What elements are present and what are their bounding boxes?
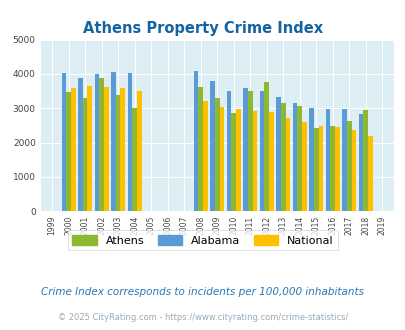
Bar [128, 73, 132, 211]
Bar [235, 109, 240, 211]
Bar [71, 88, 75, 211]
Bar [358, 115, 362, 211]
Bar [62, 73, 66, 211]
Legend: Athens, Alabama, National: Athens, Alabama, National [68, 230, 337, 250]
Bar [87, 86, 92, 211]
Bar [202, 101, 207, 211]
Text: Crime Index corresponds to incidents per 100,000 inhabitants: Crime Index corresponds to incidents per… [41, 287, 364, 297]
Bar [66, 92, 71, 211]
Bar [210, 82, 214, 211]
Bar [83, 98, 87, 211]
Bar [78, 78, 83, 211]
Bar [94, 74, 99, 211]
Bar [264, 82, 269, 211]
Bar [132, 108, 136, 211]
Bar [99, 78, 104, 211]
Bar [346, 120, 351, 211]
Bar [367, 136, 372, 211]
Bar [351, 130, 355, 211]
Bar [104, 86, 108, 211]
Bar [136, 91, 141, 211]
Bar [285, 118, 290, 211]
Bar [259, 91, 264, 211]
Bar [313, 128, 318, 211]
Bar [276, 97, 280, 211]
Bar [292, 103, 297, 211]
Bar [325, 109, 330, 211]
Bar [318, 126, 322, 211]
Bar [193, 71, 198, 211]
Text: Athens Property Crime Index: Athens Property Crime Index [83, 21, 322, 36]
Bar [111, 72, 115, 211]
Bar [330, 126, 334, 211]
Bar [269, 112, 273, 211]
Bar [231, 113, 235, 211]
Bar [334, 127, 339, 211]
Bar [226, 91, 231, 211]
Bar [280, 103, 285, 211]
Bar [362, 110, 367, 211]
Bar [214, 98, 219, 211]
Bar [120, 88, 125, 211]
Bar [198, 87, 202, 211]
Bar [252, 111, 256, 211]
Bar [115, 94, 120, 211]
Bar [219, 107, 224, 211]
Bar [341, 109, 346, 211]
Bar [301, 122, 306, 211]
Text: © 2025 CityRating.com - https://www.cityrating.com/crime-statistics/: © 2025 CityRating.com - https://www.city… [58, 313, 347, 322]
Bar [297, 106, 301, 211]
Bar [243, 88, 247, 211]
Bar [309, 108, 313, 211]
Bar [247, 91, 252, 211]
